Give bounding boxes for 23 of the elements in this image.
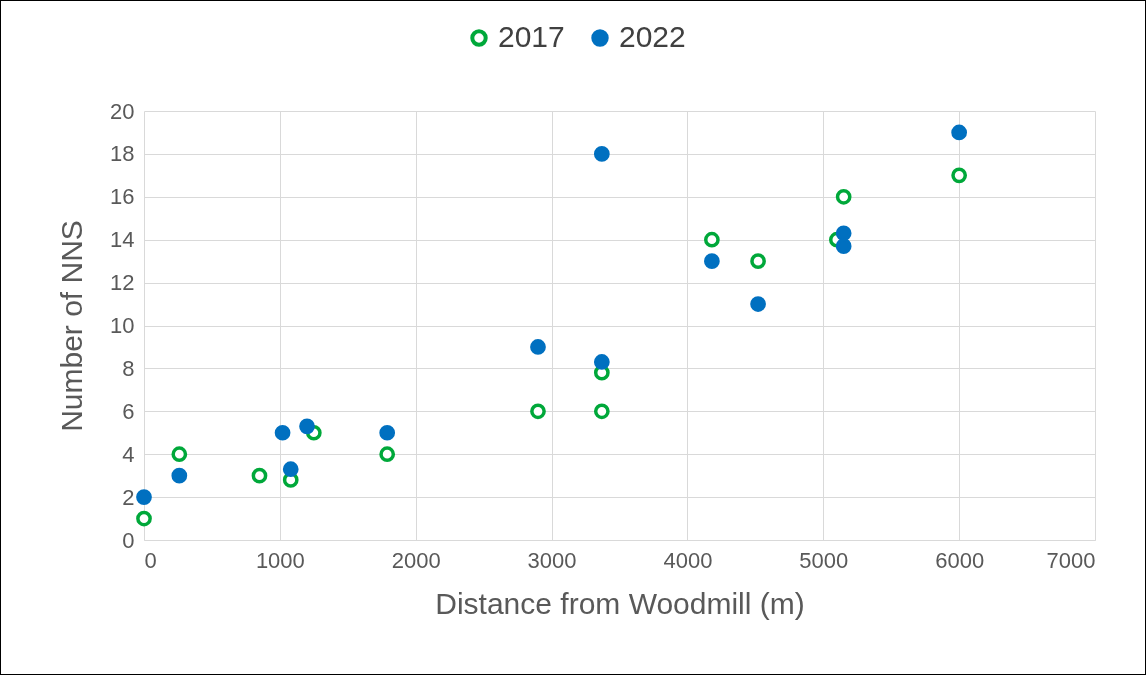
x-tick-label: 4000	[663, 547, 713, 573]
y-tick-label: 12	[110, 270, 135, 296]
y-tick-label: 20	[110, 98, 135, 124]
y-tick-label: 2	[122, 484, 135, 510]
y-tick-label: 8	[122, 355, 135, 381]
x-tick-label: 2000	[391, 547, 441, 573]
y-tick-label: 6	[122, 398, 135, 424]
x-axis-title: Distance from Woodmill (m)	[435, 586, 805, 620]
x-tick-label: 1000	[255, 547, 305, 573]
x-tick-label: 6000	[935, 547, 985, 573]
legend-label: 2017	[498, 20, 565, 53]
y-tick-label: 4	[122, 441, 135, 467]
y-axis-title: Number of NNS	[55, 220, 89, 432]
x-tick-label: 5000	[799, 547, 849, 573]
y-tick-label: 0	[122, 527, 135, 553]
y-tick-label: 10	[110, 313, 135, 338]
y-tick-label: 14	[110, 227, 135, 253]
x-tick-label: 3000	[527, 547, 577, 573]
y-tick-label: 18	[110, 141, 135, 167]
x-tick-label: 0	[144, 547, 157, 573]
legend-label: 2022	[619, 20, 686, 53]
y-tick-label: 16	[110, 184, 135, 210]
x-tick-label: 7000	[1046, 547, 1096, 573]
